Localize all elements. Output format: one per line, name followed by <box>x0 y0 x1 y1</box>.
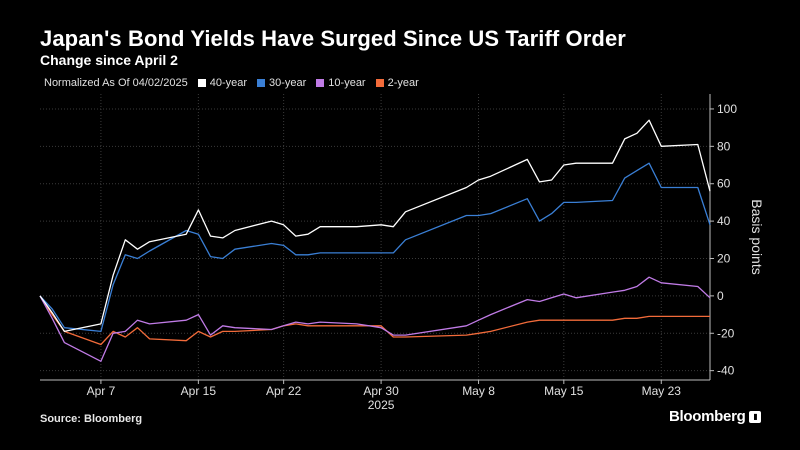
axes: -40 -20 0 20 40 60 80 100 Apr 7 Apr 15 Apr 22 Apr 3… <box>40 94 737 412</box>
bloomberg-logo: Bloomberg ▮ <box>669 408 762 425</box>
y-tick-label: -20 <box>717 326 735 340</box>
legend-swatch-40-year <box>197 79 206 87</box>
gridlines <box>40 94 710 380</box>
bloomberg-mark-icon: ▮ <box>749 410 762 423</box>
brand-text: Bloomberg <box>669 408 746 425</box>
chart-subtitle: Change since April 2 <box>40 52 178 68</box>
y-tick-label: -40 <box>717 364 735 378</box>
y-tick-label: 60 <box>717 177 731 191</box>
y-axis-label: Basis points <box>749 199 765 274</box>
legend: Normalized As Of 04/02/2025 40-year 30-y… <box>44 77 429 89</box>
legend-note: Normalized As Of 04/02/2025 <box>44 77 188 89</box>
legend-item-30-year: 30-year <box>257 77 306 89</box>
x-tick-label: May 15 <box>544 384 584 398</box>
legend-label-30-year: 30-year <box>269 77 307 89</box>
series-line-40-year <box>39 119 711 333</box>
legend-label-2-year: 2-year <box>387 77 419 89</box>
x-tick-label: Apr 7 <box>87 384 116 398</box>
x-tick-label: Apr 22 <box>266 384 302 398</box>
legend-swatch-30-year <box>257 79 265 87</box>
y-tick-label: 40 <box>717 214 731 228</box>
x-tick-label: Apr 15 <box>181 384 217 398</box>
legend-swatch-10-year <box>316 79 325 87</box>
legend-item-40-year: 40-year <box>197 77 247 89</box>
legend-item-2-year: 2-year <box>375 77 419 89</box>
series-line-10-year <box>39 276 711 362</box>
series-lines <box>39 119 711 362</box>
y-tick-label: 0 <box>717 289 724 303</box>
y-tick-label: 20 <box>717 251 731 265</box>
x-tick-label: Apr 30 <box>363 384 399 398</box>
series-line-30-year <box>39 162 711 333</box>
legend-item-10-year: 10-year <box>316 77 366 89</box>
x-year-label: 2025 <box>368 398 395 412</box>
legend-label-40-year: 40-year <box>209 77 247 89</box>
legend-swatch-2-year <box>375 79 384 87</box>
y-tick-label: 80 <box>717 139 731 153</box>
y-tick-label: 100 <box>717 102 737 116</box>
source-note: Source: Bloomberg <box>40 413 143 425</box>
legend-label-10-year: 10-year <box>328 77 366 89</box>
x-tick-label: May 23 <box>642 384 682 398</box>
series-line-2-year <box>39 295 710 346</box>
x-tick-label: May 8 <box>462 384 495 398</box>
chart-title: Japan's Bond Yields Have Surged Since US… <box>40 26 626 51</box>
